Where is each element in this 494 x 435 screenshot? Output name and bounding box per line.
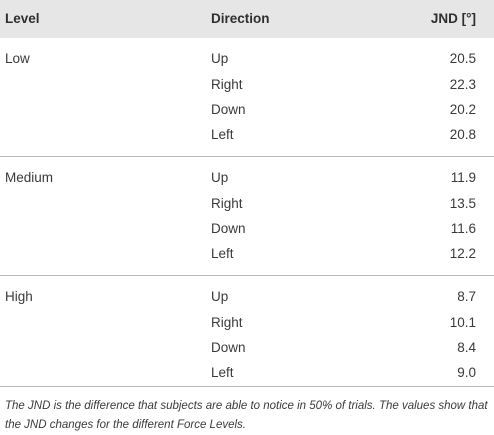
jnd-cell: 11.9: [450, 170, 476, 185]
direction-cell: Right: [211, 315, 243, 330]
table-footnote: The JND is the difference that subjects …: [5, 400, 488, 431]
level-cell-low: Low: [5, 51, 30, 66]
header-jnd: JND [°]: [430, 11, 476, 26]
level-cell-medium: Medium: [5, 170, 54, 185]
direction-cell: Up: [211, 289, 229, 304]
direction-cell: Right: [211, 77, 243, 92]
table-bottom-rule: [0, 386, 494, 387]
header-level: Level: [5, 11, 40, 26]
jnd-cell: 20.8: [449, 127, 476, 142]
direction-cell: Down: [211, 102, 246, 117]
direction-cell: Left: [211, 127, 234, 142]
jnd-cell: 9.0: [457, 365, 476, 380]
jnd-cell: 8.4: [457, 340, 476, 355]
direction-cell: Down: [211, 221, 246, 236]
direction-cell: Left: [211, 246, 234, 261]
direction-cell: Down: [211, 340, 246, 355]
jnd-cell: 20.5: [449, 51, 476, 66]
header-direction: Direction: [211, 11, 270, 26]
direction-cell: Up: [211, 170, 229, 185]
jnd-cell: 12.2: [449, 246, 476, 261]
jnd-cell: 22.3: [449, 77, 476, 92]
group-divider: [0, 156, 494, 157]
group-divider: [0, 275, 494, 276]
direction-cell: Right: [211, 196, 243, 211]
table-header: Level Direction JND [°]: [0, 0, 494, 38]
jnd-cell: 8.7: [457, 289, 476, 304]
jnd-cell: 11.6: [450, 221, 476, 236]
direction-cell: Up: [211, 51, 229, 66]
jnd-cell: 13.5: [449, 196, 476, 211]
direction-cell: Left: [211, 365, 234, 380]
jnd-cell: 20.2: [449, 102, 476, 117]
level-cell-high: High: [5, 289, 33, 304]
jnd-cell: 10.1: [449, 315, 476, 330]
